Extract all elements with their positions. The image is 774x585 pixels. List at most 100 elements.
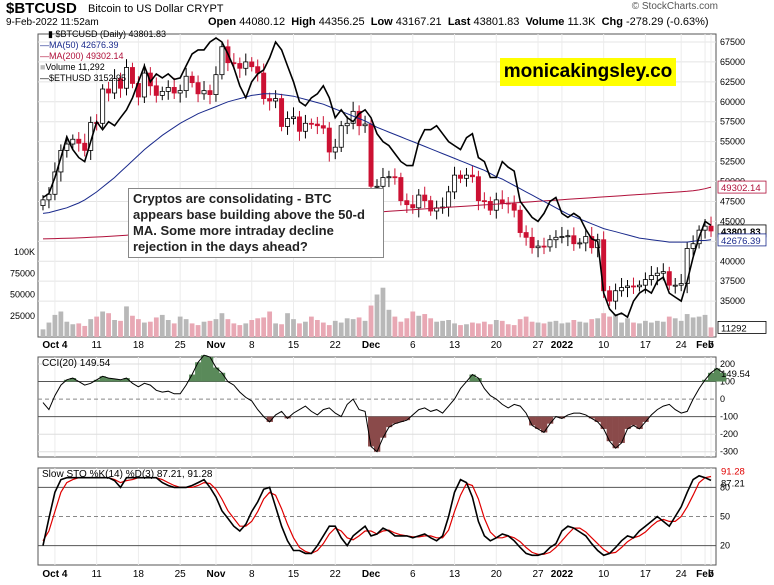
cci-negative-fill bbox=[618, 416, 625, 443]
candle-body bbox=[630, 285, 636, 288]
volume-bar bbox=[643, 320, 648, 337]
volume-bar bbox=[297, 323, 302, 337]
sto-date-label: 18 bbox=[133, 569, 145, 580]
volume-bar bbox=[249, 320, 255, 337]
volume-bar bbox=[201, 321, 207, 337]
price-date-label: 10 bbox=[598, 340, 610, 351]
candle-body bbox=[213, 74, 219, 95]
volume-value: 11.3K bbox=[567, 16, 596, 28]
sto-k-line bbox=[42, 474, 712, 557]
cci-negative-fill bbox=[391, 416, 399, 424]
volume-bar bbox=[696, 316, 702, 337]
last-label: Last bbox=[447, 16, 471, 28]
price-date-label: 24 bbox=[676, 340, 688, 351]
candle-body bbox=[523, 232, 529, 238]
volume-bar bbox=[607, 316, 613, 337]
cci-positive-fill bbox=[702, 379, 709, 382]
candle-body bbox=[141, 72, 147, 98]
cci-negative-fill bbox=[379, 416, 387, 438]
volume-bar bbox=[94, 316, 100, 337]
volume-bar bbox=[571, 320, 577, 337]
candle-body bbox=[201, 90, 207, 95]
ma50-value-label-box bbox=[717, 233, 767, 247]
candle-body bbox=[529, 236, 535, 249]
volume-bar bbox=[112, 320, 117, 337]
volume-bar bbox=[213, 319, 219, 337]
volume-bar bbox=[309, 316, 314, 337]
volume-bar bbox=[595, 318, 601, 337]
sto-date-label: 11 bbox=[91, 569, 102, 580]
candle-body bbox=[463, 174, 469, 179]
volume-bar bbox=[529, 321, 535, 337]
volume-bar bbox=[124, 306, 129, 337]
volume-bar bbox=[100, 311, 106, 337]
volume-bar bbox=[130, 315, 135, 337]
volume-bar bbox=[625, 318, 630, 337]
volume-bar bbox=[291, 319, 296, 337]
candle-body bbox=[487, 201, 493, 211]
volume-bar bbox=[458, 325, 463, 337]
line-icon: — bbox=[40, 40, 49, 50]
volume-bar bbox=[577, 321, 583, 337]
price-tick-label: 57500 bbox=[720, 117, 745, 127]
volume-bar bbox=[422, 314, 428, 337]
volume-bar bbox=[237, 325, 243, 337]
price-date-label: 7 bbox=[708, 340, 714, 351]
candle-body bbox=[362, 123, 368, 127]
candle-body bbox=[648, 275, 654, 280]
candle-body bbox=[326, 127, 332, 153]
sto-date-label: 27 bbox=[532, 569, 544, 580]
brand-watermark: monicakingsley.co bbox=[500, 58, 676, 86]
volume-bar bbox=[46, 322, 52, 337]
candle-body bbox=[666, 271, 672, 286]
candle-body bbox=[183, 75, 189, 92]
price-date-label: 17 bbox=[640, 340, 652, 351]
cci-positive-fill bbox=[218, 372, 226, 382]
candle-body bbox=[672, 284, 678, 287]
candle-body bbox=[535, 245, 541, 249]
volume-bar bbox=[279, 324, 284, 337]
cci-positive-fill bbox=[105, 378, 112, 382]
cci-negative-fill bbox=[594, 416, 601, 422]
volume-bar bbox=[547, 321, 553, 337]
volume-bar bbox=[404, 318, 410, 337]
candle-body bbox=[296, 116, 302, 132]
candle-body bbox=[589, 236, 595, 249]
volume-bar bbox=[356, 317, 362, 337]
candle-body bbox=[302, 122, 308, 132]
stockcharts-credit[interactable]: © StockCharts.com bbox=[631, 1, 718, 12]
quote-date: 9-Feb-2022 11:52am bbox=[6, 17, 99, 28]
cci-negative-fill bbox=[546, 416, 554, 424]
volume-bar bbox=[195, 325, 201, 337]
cci-negative-fill bbox=[588, 416, 596, 419]
candle-body bbox=[273, 98, 279, 102]
price-date-label: 2022 bbox=[551, 340, 574, 351]
sto-date-label: 22 bbox=[330, 569, 342, 580]
candle-body bbox=[332, 146, 338, 153]
volume-bar bbox=[326, 325, 332, 337]
candle-body bbox=[642, 279, 648, 286]
sto-date-label: 17 bbox=[640, 569, 652, 580]
volume-bar bbox=[440, 320, 445, 337]
volume-bar bbox=[350, 319, 356, 337]
volume-bar bbox=[487, 324, 493, 337]
sto-tick-label: 50 bbox=[720, 512, 730, 522]
candle-body bbox=[291, 116, 296, 119]
candle-body bbox=[237, 63, 243, 69]
candle-body bbox=[159, 91, 165, 96]
volume-bar bbox=[464, 324, 469, 337]
volume-bar bbox=[452, 323, 457, 337]
volume-bar bbox=[303, 321, 308, 337]
volume-bar bbox=[189, 323, 195, 337]
cci-tick-label: 0 bbox=[720, 394, 725, 404]
volume-bar bbox=[678, 320, 684, 337]
volume-bar bbox=[583, 322, 589, 337]
candle-body bbox=[58, 150, 64, 173]
cci-negative-fill bbox=[630, 416, 637, 426]
volume-bar bbox=[708, 327, 714, 337]
volume-bar bbox=[559, 323, 565, 337]
annotation-note: Cryptos are consolidating - BTC appears … bbox=[128, 188, 384, 258]
open-value: 44080.12 bbox=[239, 16, 286, 28]
volume-bar bbox=[207, 320, 213, 337]
cci-positive-fill bbox=[117, 379, 124, 382]
